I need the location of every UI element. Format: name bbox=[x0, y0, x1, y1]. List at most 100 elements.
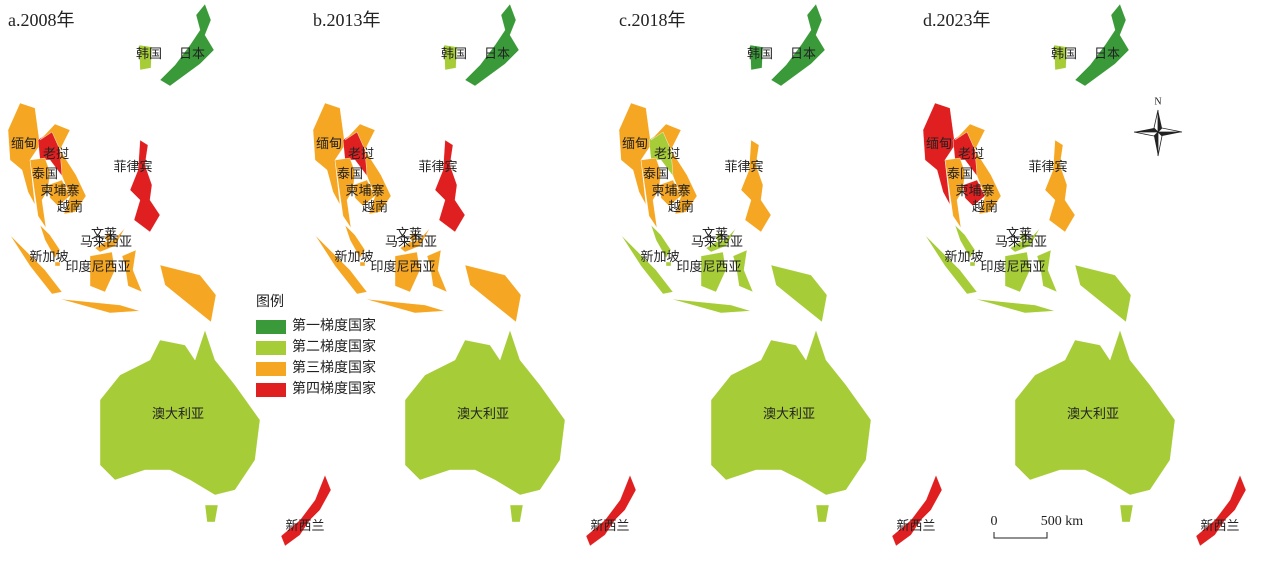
country-region bbox=[344, 123, 392, 215]
country-region bbox=[740, 139, 772, 233]
country-region bbox=[344, 224, 431, 259]
country-label: 日本 bbox=[179, 46, 205, 61]
country-label: 菲律宾 bbox=[724, 159, 763, 174]
country-label: 新加坡 bbox=[944, 249, 983, 264]
country-label: 印度尼西亚 bbox=[980, 259, 1045, 274]
country-label: 泰国 bbox=[337, 166, 363, 181]
country-label: 老挝 bbox=[43, 146, 69, 161]
country-label: 澳大利亚 bbox=[152, 406, 204, 421]
country-label: 柬埔寨 bbox=[40, 183, 79, 198]
country-label: 文莱 bbox=[1006, 226, 1032, 241]
country-region bbox=[962, 179, 986, 207]
country-label: 缅甸 bbox=[622, 136, 648, 151]
country-region bbox=[39, 123, 87, 215]
scale-start: 0 bbox=[991, 514, 998, 529]
country-label: 文莱 bbox=[91, 226, 117, 241]
north-arrow: N bbox=[1133, 96, 1183, 157]
country-label: 韩国 bbox=[441, 46, 467, 61]
country-region bbox=[715, 231, 724, 242]
country-label: 新加坡 bbox=[29, 249, 68, 264]
country-label: 新加坡 bbox=[640, 249, 679, 264]
country-region bbox=[312, 102, 346, 206]
country-label: 柬埔寨 bbox=[345, 183, 384, 198]
country-region bbox=[280, 474, 332, 547]
country-region bbox=[129, 139, 161, 233]
panel-title: b.2013年 bbox=[313, 10, 381, 30]
country-region bbox=[1044, 139, 1076, 233]
country-label: 缅甸 bbox=[926, 136, 952, 151]
country-region bbox=[770, 3, 826, 87]
country-label: 澳大利亚 bbox=[1067, 406, 1119, 421]
country-label: 马来西亚 bbox=[691, 234, 743, 249]
country-region bbox=[1019, 231, 1028, 242]
country-region bbox=[334, 157, 356, 229]
country-label: 越南 bbox=[362, 199, 388, 214]
country-label: 韩国 bbox=[136, 46, 162, 61]
country-label: 韩国 bbox=[1051, 46, 1077, 61]
country-label: 马来西亚 bbox=[385, 234, 437, 249]
country-label: 印度尼西亚 bbox=[65, 259, 130, 274]
country-region bbox=[7, 102, 41, 206]
country-region bbox=[650, 224, 737, 259]
country-label: 新西兰 bbox=[590, 518, 629, 533]
country-region bbox=[464, 3, 520, 87]
country-label: 泰国 bbox=[643, 166, 669, 181]
country-label: 新西兰 bbox=[896, 518, 935, 533]
country-label: 马来西亚 bbox=[80, 234, 132, 249]
country-region bbox=[9, 234, 217, 323]
scale-bar: 0 500 km bbox=[991, 514, 1084, 539]
country-label: 新西兰 bbox=[1200, 518, 1239, 533]
country-region bbox=[39, 224, 126, 259]
country-region bbox=[954, 224, 1041, 259]
legend-label: 第四梯度国家 bbox=[292, 380, 376, 397]
country-region bbox=[922, 102, 956, 206]
country-region bbox=[620, 234, 828, 323]
country-label: 越南 bbox=[57, 199, 83, 214]
country-label: 老挝 bbox=[958, 146, 984, 161]
country-label: 新加坡 bbox=[334, 249, 373, 264]
legend-swatch bbox=[256, 341, 286, 355]
country-label: 菲律宾 bbox=[113, 159, 152, 174]
country-region bbox=[954, 123, 1002, 215]
panel-title: c.2018年 bbox=[619, 10, 686, 30]
legend-title: 图例 bbox=[256, 294, 284, 310]
country-region bbox=[1053, 44, 1068, 71]
country-label: 印度尼西亚 bbox=[676, 259, 741, 274]
country-region bbox=[443, 44, 458, 71]
country-label: 缅甸 bbox=[11, 136, 37, 151]
legend-swatch bbox=[256, 362, 286, 376]
country-label: 澳大利亚 bbox=[763, 406, 815, 421]
country-region bbox=[359, 261, 366, 267]
country-label: 马来西亚 bbox=[995, 234, 1047, 249]
country-label: 澳大利亚 bbox=[457, 406, 509, 421]
country-region bbox=[924, 234, 1132, 323]
country-label: 柬埔寨 bbox=[651, 183, 690, 198]
country-label: 柬埔寨 bbox=[955, 183, 994, 198]
country-region bbox=[1195, 474, 1247, 547]
north-label: N bbox=[1154, 96, 1161, 107]
country-label: 越南 bbox=[668, 199, 694, 214]
panel-title: a.2008年 bbox=[8, 10, 75, 30]
country-region bbox=[891, 474, 943, 547]
country-region bbox=[944, 157, 966, 229]
country-region bbox=[138, 44, 153, 71]
country-label: 文莱 bbox=[396, 226, 422, 241]
legend-swatch bbox=[256, 320, 286, 334]
country-region bbox=[618, 102, 652, 206]
country-label: 日本 bbox=[1094, 46, 1120, 61]
country-region bbox=[1074, 3, 1130, 87]
country-region bbox=[585, 474, 637, 547]
country-label: 菲律宾 bbox=[1028, 159, 1067, 174]
country-region bbox=[665, 261, 672, 267]
country-region bbox=[409, 231, 418, 242]
country-label: 日本 bbox=[484, 46, 510, 61]
country-region bbox=[47, 179, 71, 207]
country-label: 菲律宾 bbox=[418, 159, 457, 174]
country-region bbox=[749, 44, 764, 71]
country-region bbox=[54, 261, 61, 267]
scale-end: 500 km bbox=[1041, 514, 1084, 529]
country-region bbox=[352, 179, 376, 207]
country-region bbox=[1014, 329, 1176, 523]
